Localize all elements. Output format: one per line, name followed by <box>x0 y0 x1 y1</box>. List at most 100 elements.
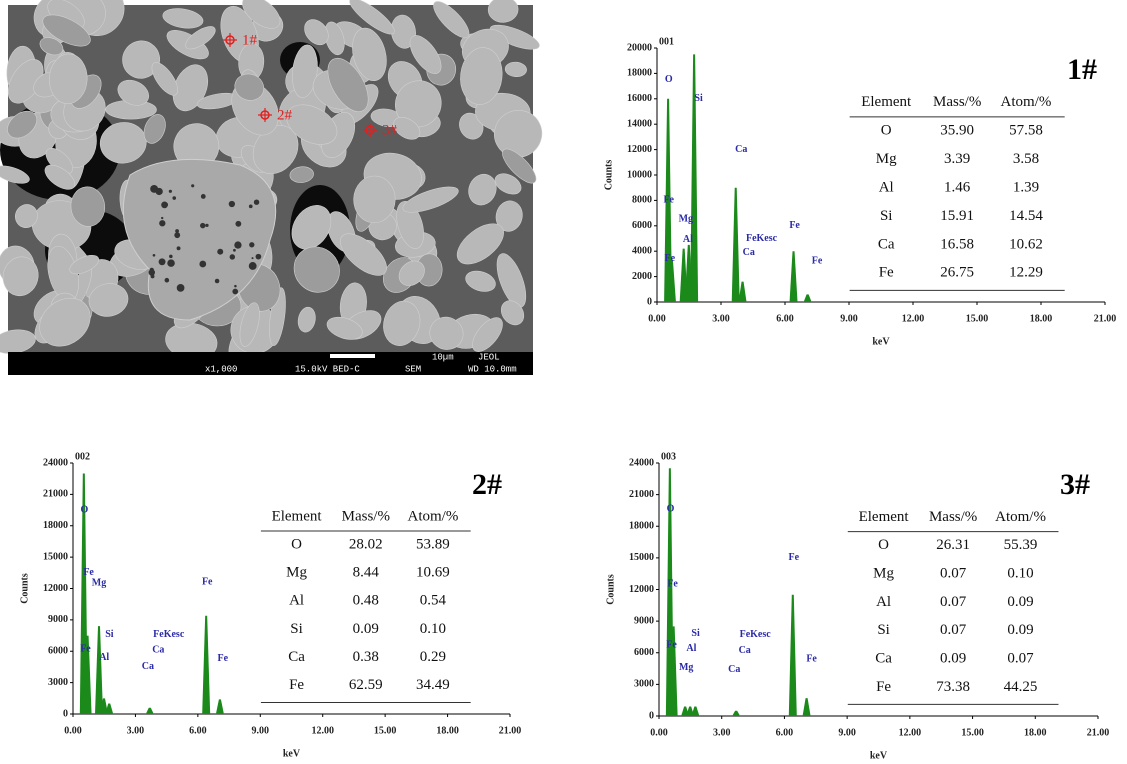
pore-dot <box>153 254 156 257</box>
table-header: Element <box>861 94 912 110</box>
pore-dot <box>200 223 205 228</box>
y-tick-label: 18000 <box>43 520 68 531</box>
y-tick-label: 0 <box>647 296 652 307</box>
table-cell: 12.29 <box>1009 265 1043 281</box>
table-cell: 1.46 <box>944 179 971 195</box>
table-cell: 0.07 <box>940 622 967 638</box>
table-cell: O <box>878 537 889 553</box>
footer-text: 15.0kV BED-C <box>295 364 360 374</box>
table-cell: 35.90 <box>940 122 974 138</box>
sem-footer-bar <box>8 352 533 375</box>
peak-label: Fe <box>812 256 823 267</box>
x-tick-label: 3.00 <box>712 313 730 324</box>
table-cell: 0.09 <box>940 651 966 667</box>
table-cell: 0.10 <box>1007 566 1033 582</box>
table-cell: 62.59 <box>349 677 383 693</box>
footer-text: x1,000 <box>205 364 237 374</box>
x-tick-label: 12.00 <box>899 727 922 738</box>
pore-dot <box>235 221 241 227</box>
table-cell: 15.91 <box>940 208 974 224</box>
table-cell: 10.62 <box>1009 236 1043 252</box>
pore-dot <box>159 220 165 226</box>
y-tick-label: 9000 <box>48 614 68 625</box>
peak-label: O <box>667 504 675 515</box>
table-cell: 1.39 <box>1013 179 1039 195</box>
x-tick-label: 0.00 <box>64 725 82 736</box>
peak <box>95 626 103 714</box>
table-cell: Mg <box>286 565 307 581</box>
table-cell: 0.29 <box>420 649 446 665</box>
table-cell: Al <box>879 179 894 195</box>
x-tick-label: 9.00 <box>840 313 858 324</box>
peak <box>803 698 811 716</box>
peak <box>804 294 812 302</box>
x-tick-label: 9.00 <box>838 727 856 738</box>
y-tick-label: 15000 <box>629 552 654 563</box>
table-cell: 0.38 <box>353 649 379 665</box>
x-tick-label: 21.00 <box>499 725 522 736</box>
peak <box>790 251 798 302</box>
x-tick-label: 21.00 <box>1087 727 1110 738</box>
peak-label: Si <box>691 628 700 639</box>
table-cell: Ca <box>878 236 895 252</box>
y-axis-label: Counts <box>603 160 614 191</box>
y-tick-label: 2000 <box>632 271 652 282</box>
y-tick-label: 4000 <box>632 245 652 256</box>
pore-dot <box>249 262 257 270</box>
peak <box>216 699 224 714</box>
peak <box>146 708 154 714</box>
table-cell: Si <box>880 208 893 224</box>
pore-dot <box>169 255 173 259</box>
y-tick-label: 21000 <box>43 489 68 500</box>
peak <box>202 616 210 714</box>
peak-label: Fe <box>789 552 800 563</box>
y-tick-label: 0 <box>63 708 68 719</box>
y-tick-label: 9000 <box>634 615 654 626</box>
peak <box>690 54 698 302</box>
x-tick-label: 6.00 <box>776 727 794 738</box>
x-tick-label: 0.00 <box>648 313 666 324</box>
x-axis-label: keV <box>872 336 890 347</box>
peak <box>739 282 747 302</box>
table-cell: O <box>881 122 892 138</box>
y-tick-label: 3000 <box>634 679 654 690</box>
peak <box>732 711 740 716</box>
peak-label: Fe <box>806 653 817 664</box>
table-cell: 3.58 <box>1013 151 1039 167</box>
x-tick-label: 3.00 <box>713 727 731 738</box>
x-tick-label: 9.00 <box>252 725 270 736</box>
y-tick-label: 6000 <box>634 647 654 658</box>
table-cell: 16.58 <box>940 236 974 252</box>
y-tick-label: 15000 <box>43 551 68 562</box>
maker-text: JEOL <box>478 352 500 362</box>
sample-label: 2# <box>472 468 502 501</box>
y-tick-label: 8000 <box>632 195 652 206</box>
y-tick-label: 3000 <box>48 677 68 688</box>
y-tick-label: 24000 <box>629 457 654 468</box>
pore-dot <box>229 201 235 207</box>
table-header: Atom/% <box>1001 94 1052 110</box>
point-label: 3# <box>382 122 398 138</box>
chart-id: 002 <box>75 451 90 462</box>
y-tick-label: 18000 <box>629 521 654 532</box>
point-label: 2# <box>277 107 293 123</box>
y-axis-label: Counts <box>605 574 616 605</box>
y-tick-label: 14000 <box>627 118 652 129</box>
table-cell: 44.25 <box>1004 679 1038 695</box>
table-cell: Si <box>290 621 303 637</box>
x-axis-label: keV <box>283 748 301 759</box>
pore-dot <box>252 257 254 259</box>
footer-text: SEM <box>405 364 421 374</box>
peak-label: Fe <box>665 253 676 264</box>
pore-dot <box>175 229 179 233</box>
pore-dot <box>177 284 185 292</box>
pore-dot <box>234 241 241 248</box>
peak-label: Fe <box>667 579 678 590</box>
table-header: Atom/% <box>407 508 458 524</box>
x-tick-label: 15.00 <box>374 725 397 736</box>
y-tick-label: 6000 <box>632 220 652 231</box>
x-tick-label: 18.00 <box>436 725 459 736</box>
peak-label: O <box>81 504 89 515</box>
figure: 1#2#3# 10µm JEOL x1,000 15.0kV BED-C SEM… <box>0 0 1127 764</box>
sem-image: 1#2#3# 10µm JEOL x1,000 15.0kV BED-C SEM… <box>0 0 550 375</box>
